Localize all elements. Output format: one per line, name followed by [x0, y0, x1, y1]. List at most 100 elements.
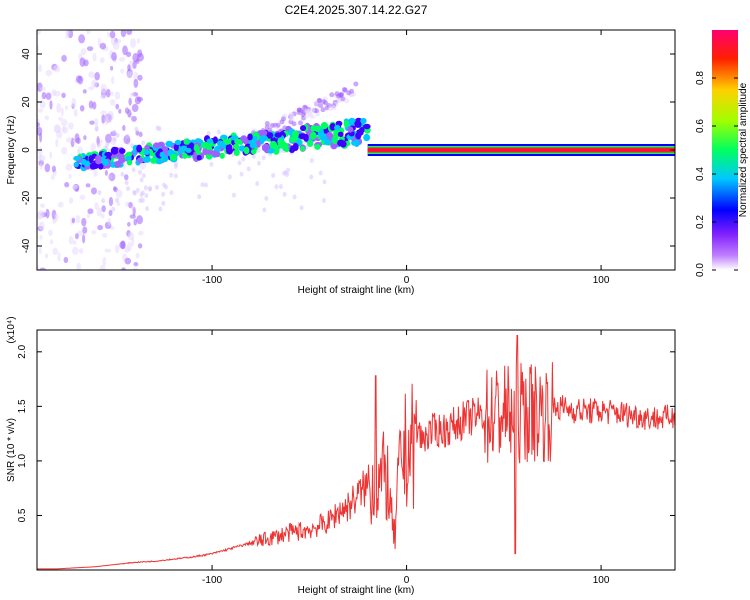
heatmap-cell — [127, 232, 135, 241]
heatmap-cell — [54, 213, 59, 222]
heatmap-cell — [105, 88, 111, 98]
heatmap-cell — [122, 125, 126, 132]
heatmap-cell — [118, 57, 126, 62]
heatmap-cell — [317, 98, 323, 104]
heatmap-cell — [137, 49, 143, 57]
heatmap-cell — [94, 72, 100, 81]
heatmap-cell — [102, 256, 107, 267]
heatmap-cell — [314, 143, 321, 150]
heatmap-cell — [37, 122, 40, 128]
heatmap-cell — [169, 154, 178, 161]
heatmap-cell — [300, 125, 307, 132]
colorbar-label: Normalized spectral amplitude — [738, 82, 749, 217]
heatmap-cell — [72, 184, 78, 190]
heatmap-cell — [161, 191, 166, 197]
heatmap-cell — [115, 132, 120, 138]
heatmap-cell — [39, 235, 43, 240]
heatmap-cell — [68, 197, 74, 204]
heatmap-cell — [110, 146, 119, 155]
heatmap-cell — [78, 34, 86, 44]
heatmap-cell — [90, 187, 98, 195]
heatmap-cell — [76, 262, 81, 270]
heatmap-cell — [261, 143, 270, 151]
heatmap-cell — [341, 86, 347, 92]
heatmap-cell — [255, 181, 260, 187]
heatmap-cell — [73, 108, 78, 118]
colorbar-tick-label: 0.8 — [695, 71, 706, 85]
heatmap-cell — [264, 195, 269, 201]
heatmap-cell — [101, 198, 106, 204]
heatmap-cell — [89, 120, 95, 125]
heatmap-cell — [131, 167, 136, 173]
heatmap-cell — [334, 124, 341, 131]
heatmap-cell — [136, 38, 141, 44]
heatmap-cell — [39, 267, 46, 270]
heatmap-cell — [118, 108, 122, 114]
heatmap-cell — [154, 184, 159, 190]
heatmap-cell — [269, 122, 275, 128]
heatmap-cell — [38, 146, 43, 156]
snr-ytick-label: 2.0 — [17, 344, 28, 358]
heatmap-cell — [61, 146, 68, 155]
heatmap-cell — [85, 183, 91, 188]
heatmap-cell — [39, 100, 46, 109]
heatmap-cell — [129, 38, 137, 49]
heatmap-cell — [75, 75, 82, 83]
heatmap-cell — [93, 169, 98, 177]
heatmap-cell — [318, 103, 324, 109]
heatmap-cell — [96, 207, 103, 217]
heatmap-cell — [100, 110, 108, 115]
spectrogram-ytick-label: 40 — [21, 48, 32, 60]
heatmap-cell — [53, 65, 61, 73]
heatmap-cell — [340, 96, 346, 102]
heatmap-cell — [322, 179, 327, 185]
heatmap-cell — [267, 127, 273, 133]
heatmap-cell — [39, 163, 43, 170]
spectrogram-ticks: -100 0 100 -40 -20 0 20 40 — [21, 30, 675, 286]
heatmap-cell — [101, 232, 108, 238]
heatmap-cell — [114, 91, 121, 100]
heatmap-cell — [141, 173, 146, 179]
heatmap-cell — [44, 253, 49, 259]
heatmap-cell — [303, 133, 309, 142]
heatmap-cell — [100, 83, 107, 94]
heatmap-cell — [349, 88, 355, 94]
heatmap-cell — [247, 133, 253, 141]
heatmap-cell — [120, 240, 126, 250]
heatmap-cell — [82, 89, 87, 94]
heatmap-cell — [173, 173, 178, 179]
heatmap-cell — [209, 161, 214, 167]
heatmap-cell — [55, 138, 59, 148]
heatmap-cell — [112, 136, 117, 142]
colorbar-ticks: 0.0 0.2 0.4 0.6 0.8 — [695, 71, 738, 277]
heatmap-cell — [133, 218, 138, 226]
heatmap-cell — [227, 174, 232, 180]
stable-tone-peak — [367, 149, 675, 151]
heatmap-cell — [91, 230, 97, 235]
spectrogram-xlabel: Height of straight line (km) — [298, 285, 415, 296]
heatmap-cell — [105, 141, 110, 147]
heatmap-cell — [291, 121, 297, 127]
heatmap-cell — [104, 151, 113, 157]
heatmap-cell — [231, 192, 236, 198]
heatmap-cell — [200, 182, 205, 188]
heatmap-cell — [363, 133, 371, 142]
heatmap-cell — [127, 241, 132, 252]
spectrogram-ytick-label: 20 — [21, 96, 32, 108]
snr-ytick-label: 1.0 — [17, 454, 28, 468]
heatmap-cell — [320, 122, 328, 130]
heatmap-cell — [127, 64, 131, 72]
heatmap-cell — [97, 162, 104, 170]
heatmap-cell — [73, 162, 79, 168]
heatmap-cell — [323, 139, 332, 146]
heatmap-cell — [359, 126, 365, 134]
heatmap-cell — [99, 57, 105, 64]
heatmap-cell — [261, 130, 268, 136]
heatmap-cell — [210, 150, 219, 156]
heatmap-cell — [74, 133, 80, 144]
heatmap-cell — [261, 155, 266, 161]
heatmap-cell — [353, 139, 360, 148]
heatmap-cell — [135, 252, 140, 259]
heatmap-cell — [239, 171, 244, 177]
heatmap-cell — [125, 201, 129, 207]
